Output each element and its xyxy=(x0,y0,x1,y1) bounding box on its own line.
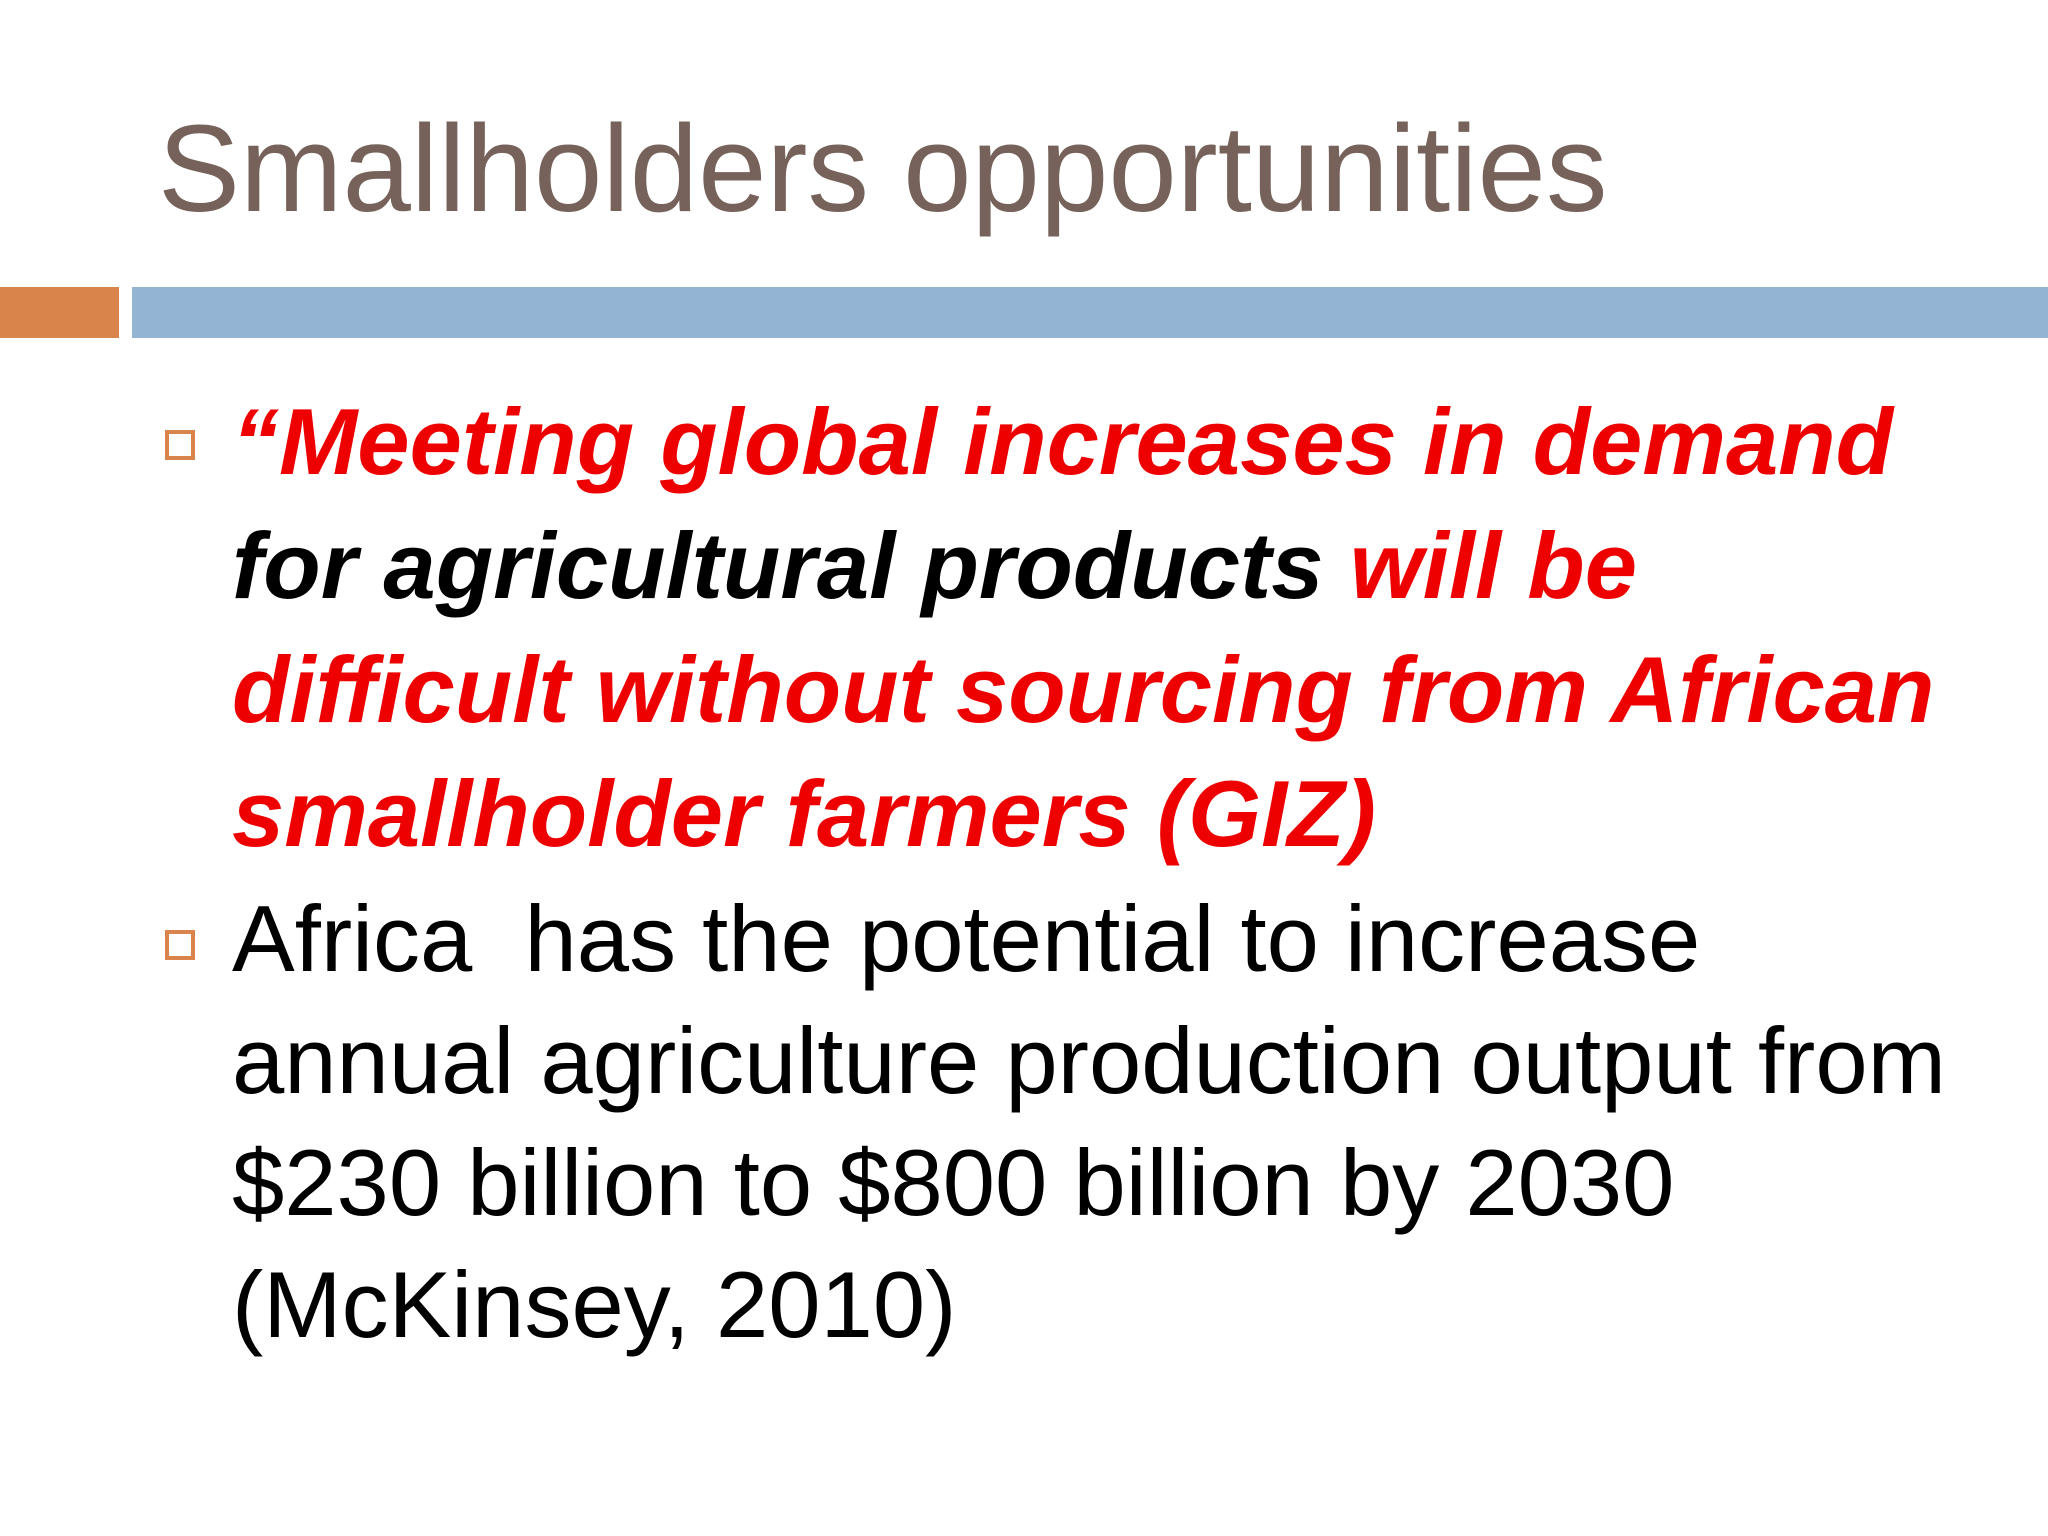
title-accent-bar-blue xyxy=(132,287,2048,338)
quote-segment-red-2: will be difficult without sourcing from … xyxy=(232,513,1935,866)
bullet-text-mckinsey: Africa has the potential to increase ann… xyxy=(232,886,1973,1357)
quote-segment-red-1: “Meeting global increases in demand xyxy=(232,389,1894,494)
slide-title: Smallholders opportunities xyxy=(158,101,1608,238)
hollow-square-bullet-icon xyxy=(165,930,195,960)
hollow-square-bullet-icon xyxy=(165,430,195,460)
bullet-list: “Meeting global increases in demand for … xyxy=(0,380,2048,1366)
bullet-item-mckinsey: Africa has the potential to increase ann… xyxy=(0,878,2048,1366)
bullet-item-giz-quote: “Meeting global increases in demand for … xyxy=(0,380,2048,876)
title-accent-bar-orange xyxy=(0,287,119,338)
quote-segment-black: for agricultural products xyxy=(232,513,1350,618)
